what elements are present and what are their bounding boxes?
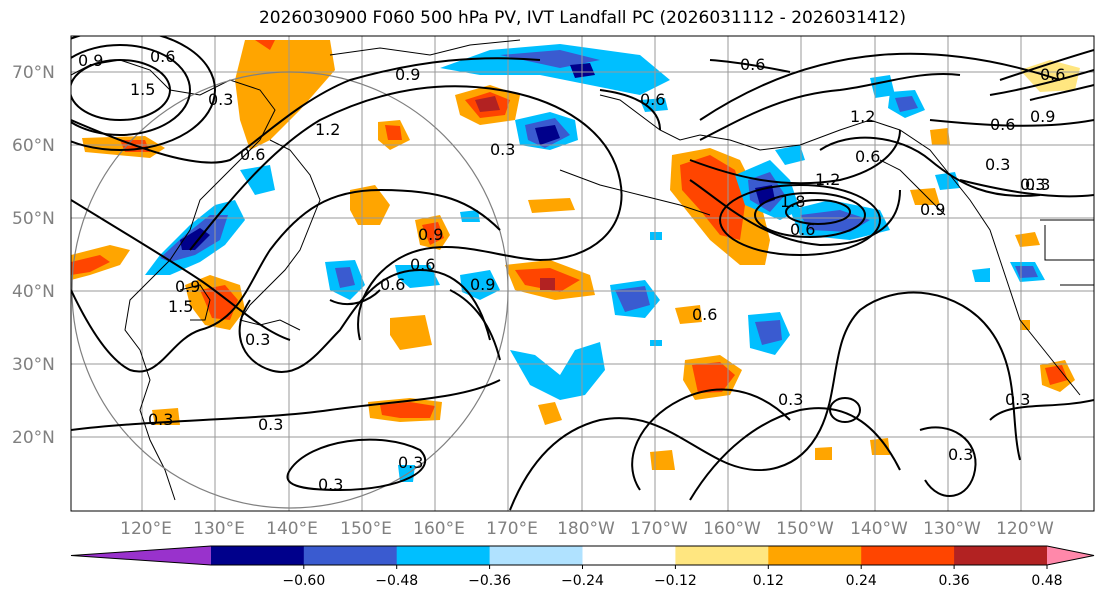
contour-label: 0.3 bbox=[490, 140, 515, 159]
contour-label: 1.5 bbox=[168, 297, 193, 316]
colorbar: −0.60 −0.48 −0.36 −0.24 −0.12 0.12 0.24 0.36 0.4… bbox=[70, 545, 1095, 589]
contour-label: 0.3 bbox=[985, 155, 1010, 174]
contour-label: 0.3 bbox=[245, 330, 270, 349]
lat-label: 20°N bbox=[12, 428, 55, 448]
contour-label: 0.9 bbox=[470, 275, 495, 294]
contour-label: 0.6 bbox=[1040, 65, 1065, 84]
contour-label: 0.3 bbox=[398, 453, 423, 472]
contour-label: 0.9 bbox=[395, 65, 420, 84]
contour-label: 0.6 bbox=[692, 305, 717, 324]
lat-axis: 70°N 60°N 50°N 40°N 30°N 20°N bbox=[12, 63, 55, 448]
pv-shading bbox=[71, 40, 1080, 482]
lon-label: 160°E bbox=[413, 519, 465, 539]
contour-label: 0.6 bbox=[640, 90, 665, 109]
colorbar-tick-label: −0.48 bbox=[375, 573, 418, 589]
lat-label: 60°N bbox=[12, 136, 55, 156]
contour-label: 0.9 bbox=[1030, 107, 1055, 126]
colorbar-segment bbox=[303, 546, 398, 565]
contour-label: 0.3 bbox=[948, 445, 973, 464]
contour-label: 1.2 bbox=[850, 107, 875, 126]
lon-label: 180°W bbox=[557, 519, 615, 539]
contour-label: 0.6 bbox=[990, 115, 1015, 134]
colorbar-segment bbox=[675, 546, 769, 565]
contour-label: 0.3 bbox=[1020, 175, 1045, 194]
contour-label: 0.9 bbox=[78, 51, 103, 70]
colorbar-tick-label: 0.24 bbox=[846, 573, 877, 589]
colorbar-segment bbox=[489, 546, 583, 565]
map-border bbox=[70, 35, 1095, 512]
colorbar-segment bbox=[210, 546, 305, 565]
lat-label: 50°N bbox=[12, 209, 55, 229]
lon-label: 150°W bbox=[776, 519, 834, 539]
colorbar-tick-label: 0.36 bbox=[939, 573, 970, 589]
contour-labels: 0.9 0.6 0.3 1.5 0.9 1.2 0.6 0.3 0.6 1.2 … bbox=[78, 47, 1065, 494]
map-title: 2026030900 F060 500 hPa PV, IVT Landfall… bbox=[258, 8, 906, 28]
colorbar-segment bbox=[396, 546, 491, 565]
contour-label: 0.6 bbox=[410, 255, 435, 274]
contour-label: 0.6 bbox=[855, 147, 880, 166]
colorbar-tick-label: −0.60 bbox=[282, 573, 325, 589]
colorbar-extend-min bbox=[71, 546, 211, 565]
colorbar-tick-label: −0.36 bbox=[468, 573, 511, 589]
lon-label: 160°W bbox=[703, 519, 761, 539]
contour-label: 0.3 bbox=[1025, 175, 1050, 194]
contour-label: 1.8 bbox=[780, 192, 805, 211]
colorbar-tick-label: 0.12 bbox=[753, 573, 784, 589]
lon-label: 130°E bbox=[193, 519, 245, 539]
colorbar-segment bbox=[861, 546, 955, 565]
contour-label: 1.2 bbox=[315, 120, 340, 139]
lon-label: 140°W bbox=[850, 519, 908, 539]
lon-label: 120°W bbox=[996, 519, 1054, 539]
lon-label: 170°W bbox=[630, 519, 688, 539]
colorbar-segment bbox=[582, 546, 676, 565]
lon-label: 170°E bbox=[486, 519, 538, 539]
colorbar-outline bbox=[70, 545, 1095, 566]
contour-label: 0.9 bbox=[418, 225, 443, 244]
colorbar-tick-label: −0.24 bbox=[561, 573, 604, 589]
gridlines bbox=[71, 36, 1094, 511]
lon-label: 130°W bbox=[923, 519, 981, 539]
colorbar-segment bbox=[954, 546, 1048, 565]
contour-label: 0.3 bbox=[208, 90, 233, 109]
contour-label: 0.6 bbox=[740, 55, 765, 74]
lat-label: 40°N bbox=[12, 282, 55, 302]
colorbar-tick-label: 0.48 bbox=[1031, 573, 1062, 589]
contour-label: 0.3 bbox=[1005, 390, 1030, 409]
lon-label: 120°E bbox=[120, 519, 172, 539]
lat-label: 30°N bbox=[12, 355, 55, 375]
lon-label: 140°E bbox=[266, 519, 318, 539]
colorbar-segment bbox=[768, 546, 862, 565]
contour-label: 0.6 bbox=[240, 145, 265, 164]
contour-label: 0.3 bbox=[778, 390, 803, 409]
contour-label: 0.3 bbox=[148, 410, 173, 429]
contour-label: 0.3 bbox=[258, 415, 283, 434]
contour-label: 1.2 bbox=[815, 170, 840, 189]
colorbar-extend-max bbox=[1047, 546, 1094, 565]
colorbar-tick-label: −0.12 bbox=[654, 573, 697, 589]
contour-label: 0.6 bbox=[380, 275, 405, 294]
contour-label: 1.5 bbox=[130, 80, 155, 99]
contour-label: 0.6 bbox=[790, 220, 815, 239]
contour-label: 0.9 bbox=[920, 200, 945, 219]
lon-axis: 120°E 130°E 140°E 150°E 160°E 170°E 180°… bbox=[120, 519, 1054, 539]
ivt-contours bbox=[71, 36, 1094, 511]
contour-label: 0.6 bbox=[150, 47, 175, 66]
lon-label: 150°E bbox=[340, 519, 392, 539]
lat-label: 70°N bbox=[12, 63, 55, 83]
contour-label: 0.3 bbox=[318, 475, 343, 494]
contour-label: 0.9 bbox=[175, 277, 200, 296]
